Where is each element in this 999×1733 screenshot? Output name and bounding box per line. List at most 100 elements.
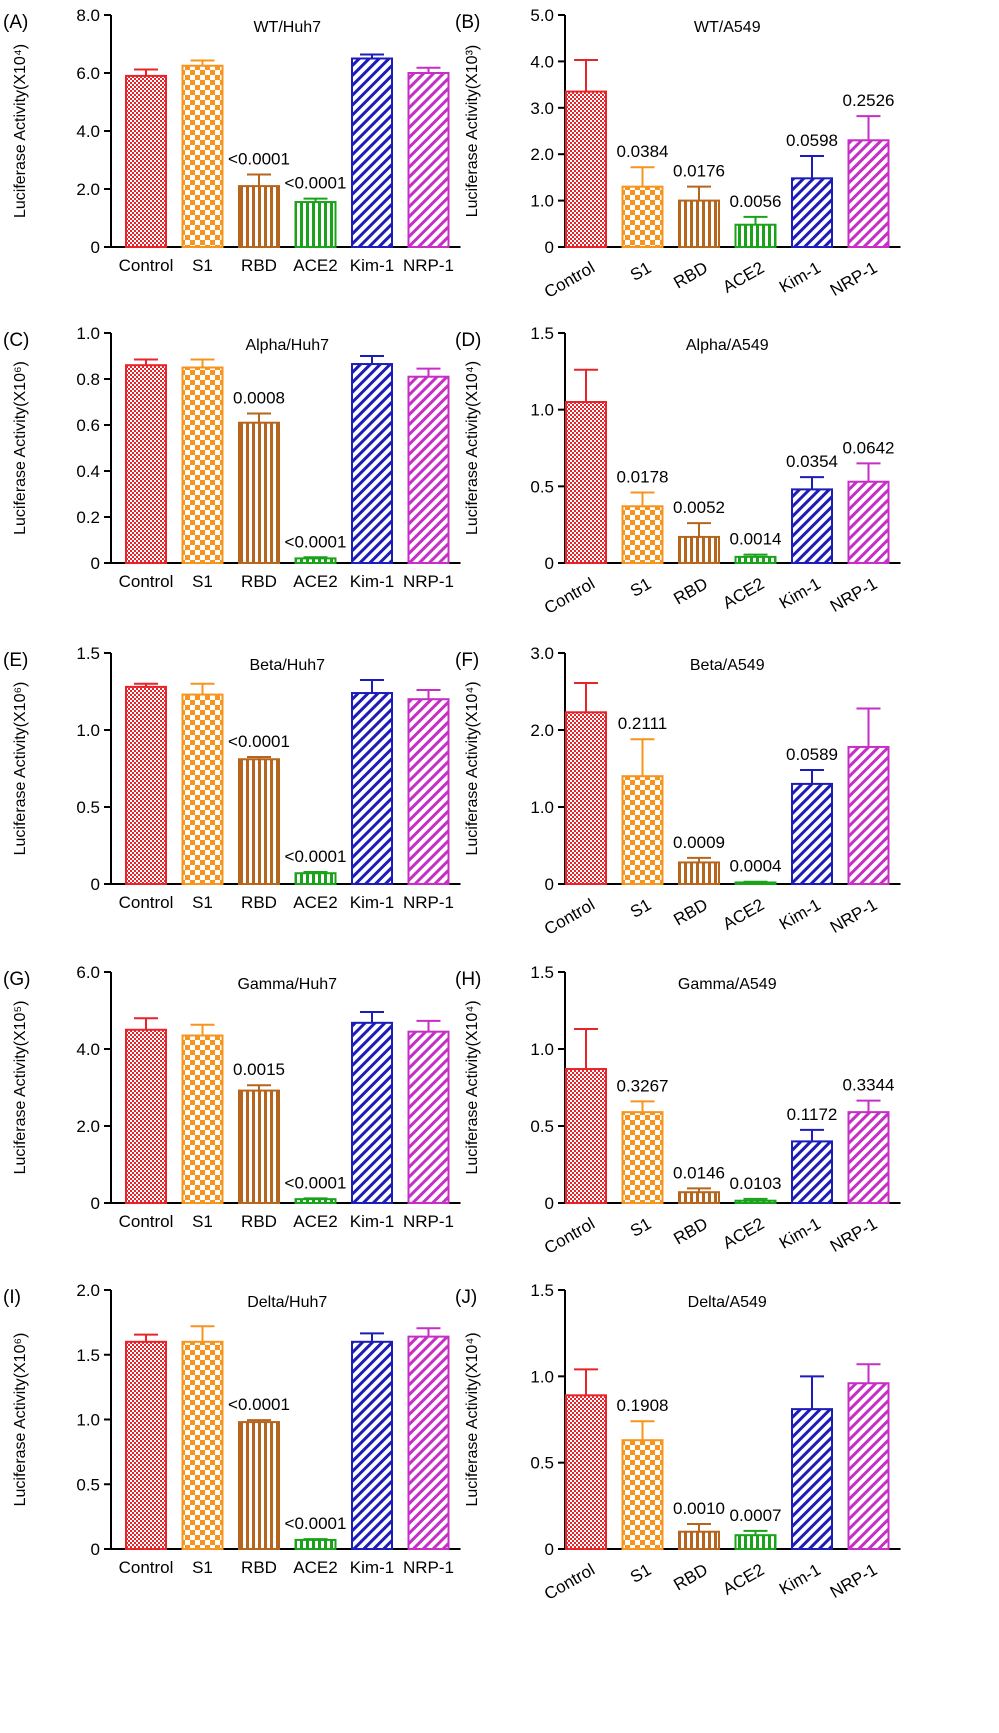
y-tick-label: 4.0 bbox=[76, 122, 100, 141]
x-tick-label: S1 bbox=[627, 258, 655, 285]
x-tick-label: Kim-1 bbox=[350, 256, 394, 275]
panel-letter: (A) bbox=[3, 12, 28, 33]
x-tick-label: ACE2 bbox=[293, 1212, 337, 1231]
bar bbox=[238, 1421, 280, 1550]
y-tick-label: 3.0 bbox=[530, 99, 554, 118]
bar bbox=[294, 872, 337, 885]
bar bbox=[351, 57, 393, 248]
bar bbox=[125, 685, 167, 885]
bar bbox=[407, 375, 450, 565]
y-tick-label: 4.0 bbox=[530, 52, 554, 71]
bar bbox=[621, 775, 664, 886]
bar bbox=[351, 692, 393, 885]
y-tick-label: 0 bbox=[545, 554, 554, 573]
bar bbox=[621, 1111, 664, 1205]
data-label: <0.0001 bbox=[285, 847, 347, 866]
x-tick-label: Kim-1 bbox=[776, 1560, 824, 1599]
x-tick-label: Kim-1 bbox=[350, 893, 394, 912]
x-tick-label: RBD bbox=[241, 1212, 277, 1231]
bar bbox=[734, 1534, 777, 1550]
data-label: <0.0001 bbox=[228, 1395, 290, 1414]
data-label: 0.1172 bbox=[787, 1105, 838, 1124]
x-tick-label: NRP-1 bbox=[827, 1560, 881, 1602]
y-tick-label: 0.8 bbox=[76, 370, 100, 389]
data-label: <0.0001 bbox=[228, 150, 290, 169]
data-label: <0.0001 bbox=[285, 174, 347, 193]
y-tick-label: 0.4 bbox=[76, 462, 100, 481]
bar bbox=[294, 1198, 337, 1205]
y-tick-label: 2.0 bbox=[76, 180, 100, 199]
x-tick-label: ACE2 bbox=[720, 1560, 768, 1599]
x-tick-label: RBD bbox=[241, 572, 277, 591]
chart-panel: (D) Alpha/A549 0 0.5 1.0 1.5 Luciferase Activi… bbox=[455, 324, 901, 618]
bar bbox=[791, 1408, 833, 1551]
y-tick-label: 0 bbox=[545, 238, 554, 257]
x-tick-label: Control bbox=[541, 574, 598, 618]
x-tick-label: RBD bbox=[670, 895, 711, 929]
y-tick-label: 0 bbox=[545, 1540, 554, 1559]
y-tick-label: 0 bbox=[91, 1194, 100, 1213]
y-axis-label: Luciferase Activity(X10⁶) bbox=[12, 361, 29, 535]
x-tick-label: Kim-1 bbox=[776, 1214, 824, 1253]
x-tick-label: Control bbox=[541, 258, 598, 302]
y-tick-label: 2.0 bbox=[530, 721, 554, 740]
data-label: 0.0007 bbox=[730, 1506, 782, 1525]
x-tick-label: RBD bbox=[670, 574, 711, 608]
bar bbox=[734, 555, 777, 564]
y-tick-label: 6.0 bbox=[76, 963, 100, 982]
bar bbox=[791, 782, 833, 886]
bar bbox=[294, 1538, 337, 1551]
data-label: <0.0001 bbox=[285, 1173, 347, 1192]
data-label: <0.0001 bbox=[228, 732, 290, 751]
chart-panel: (J) Delta/A549 0 0.5 1.0 1.5 Luciferase Activi… bbox=[455, 1281, 901, 1604]
x-tick-label: Control bbox=[541, 1560, 598, 1604]
x-tick-label: S1 bbox=[627, 574, 655, 601]
x-tick-label: S1 bbox=[192, 893, 213, 912]
chart-title: Alpha/A549 bbox=[686, 337, 769, 354]
x-tick-label: RBD bbox=[670, 258, 711, 292]
bar bbox=[734, 881, 777, 886]
x-tick-label: S1 bbox=[192, 572, 213, 591]
data-label: <0.0001 bbox=[285, 532, 347, 551]
data-label: 0.2526 bbox=[843, 91, 895, 110]
x-tick-label: RBD bbox=[670, 1214, 711, 1248]
x-tick-label: Kim-1 bbox=[350, 1558, 394, 1577]
y-tick-label: 0.5 bbox=[76, 798, 100, 817]
bar bbox=[181, 64, 224, 248]
bar bbox=[734, 223, 777, 248]
bar bbox=[791, 1140, 833, 1205]
data-label: 0.0176 bbox=[673, 162, 725, 181]
data-label: 0.1908 bbox=[617, 1396, 669, 1415]
panel-letter: (I) bbox=[3, 1287, 21, 1308]
bar bbox=[565, 711, 607, 885]
chart-panel: (H) Gamma/A549 0 0.5 1.0 1.5 Luciferase Activi… bbox=[455, 963, 901, 1258]
bar bbox=[351, 1340, 393, 1551]
chart-title: Gamma/Huh7 bbox=[237, 976, 337, 993]
panel-letter: (G) bbox=[3, 969, 30, 990]
chart-title: WT/A549 bbox=[694, 19, 761, 36]
chart-title: Alpha/Huh7 bbox=[245, 337, 329, 354]
y-tick-label: 1.0 bbox=[530, 401, 554, 420]
panel-letter: (C) bbox=[3, 330, 29, 351]
y-tick-label: 1.5 bbox=[530, 1281, 554, 1300]
bar bbox=[734, 1199, 777, 1204]
y-axis-label: Luciferase Activity(X10⁴) bbox=[464, 681, 481, 855]
data-label: 0.0589 bbox=[786, 745, 838, 764]
bar bbox=[125, 364, 167, 565]
data-label: 0.0056 bbox=[730, 192, 782, 211]
x-tick-label: NRP-1 bbox=[403, 1558, 454, 1577]
chart-panel: (C) Alpha/Huh7 0 0.2 0.4 0.6 0.8 1.0 Luciferase … bbox=[3, 324, 461, 591]
x-tick-label: Kim-1 bbox=[776, 258, 824, 297]
data-label: 0.0052 bbox=[673, 498, 725, 517]
bar bbox=[125, 1340, 167, 1551]
x-tick-label: S1 bbox=[192, 1212, 213, 1231]
x-tick-label: RBD bbox=[241, 1558, 277, 1577]
data-label: 0.0004 bbox=[730, 857, 782, 876]
chart-title: Beta/Huh7 bbox=[249, 657, 325, 674]
bar bbox=[125, 1028, 167, 1204]
panel-letter: (J) bbox=[455, 1287, 477, 1308]
y-tick-label: 1.5 bbox=[530, 324, 554, 343]
x-tick-label: S1 bbox=[192, 1558, 213, 1577]
bar bbox=[181, 1034, 224, 1205]
bar bbox=[847, 745, 890, 885]
